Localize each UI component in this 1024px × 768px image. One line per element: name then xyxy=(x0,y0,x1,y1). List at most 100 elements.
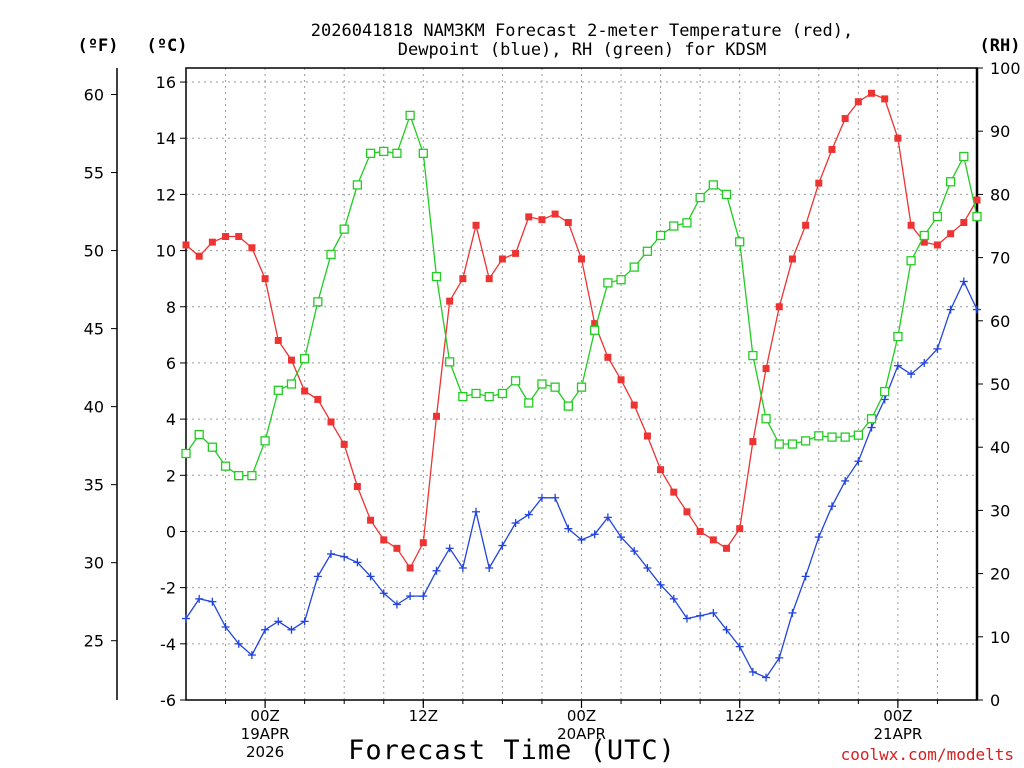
temperature-point xyxy=(709,536,717,544)
rh-point xyxy=(616,275,626,285)
rh-point xyxy=(181,448,191,459)
dewpoint-point xyxy=(182,614,190,623)
dewpoint-point xyxy=(234,639,243,648)
temperature-point xyxy=(380,536,388,544)
dewpoint-point xyxy=(814,533,823,542)
temperature-point xyxy=(736,525,744,533)
rh-point xyxy=(471,388,481,399)
temperature-point xyxy=(419,539,427,547)
temperature-point xyxy=(195,252,203,260)
dewpoint-point xyxy=(353,558,362,567)
rh-point xyxy=(800,436,811,446)
rh-tick-label: 70 xyxy=(990,249,1010,268)
rh-point xyxy=(748,350,758,361)
dewpoint-point xyxy=(617,533,626,542)
temperature-point xyxy=(274,336,282,344)
temperature-point xyxy=(683,508,691,516)
rh-point xyxy=(194,429,204,440)
dewpoint-point xyxy=(524,510,533,519)
rh-point xyxy=(774,439,784,449)
dewpoint-point xyxy=(722,625,731,634)
temperature-point xyxy=(485,275,493,283)
rh-point xyxy=(550,382,560,392)
temperature-point xyxy=(920,238,928,246)
celsius-tick-label: 16 xyxy=(156,73,176,92)
fahrenheit-unit-label: (ºF) xyxy=(78,36,119,56)
temperature-point xyxy=(578,255,585,263)
dewpoint-point xyxy=(748,667,757,676)
rh-point xyxy=(814,431,824,441)
temperature-point xyxy=(353,483,361,491)
rh-point xyxy=(655,230,666,241)
rh-point xyxy=(445,357,455,367)
dewpoint-point xyxy=(287,625,296,634)
dewpoint-point xyxy=(472,507,481,516)
temperature-point xyxy=(960,218,968,226)
dewpoint-point xyxy=(788,608,797,617)
celsius-tick-label: 12 xyxy=(156,185,176,204)
credit-text: coolwx.com/modelts xyxy=(841,745,1014,764)
dewpoint-point xyxy=(432,566,441,575)
rh-point xyxy=(893,331,903,342)
rh-tick-label: 10 xyxy=(990,628,1010,647)
dewpoint-point xyxy=(577,535,586,544)
rh-tick-label: 90 xyxy=(990,122,1010,141)
fahrenheit-tick-label: 40 xyxy=(84,398,104,417)
x-tick-label: 00Z xyxy=(567,707,596,725)
dewpoint-point xyxy=(300,617,309,626)
chart-title-line-1: 2026041818 NAM3KM Forecast 2-meter Tempe… xyxy=(311,21,853,41)
rh-point xyxy=(972,211,982,222)
x-tick-label: 12Z xyxy=(409,707,438,725)
temperature-point xyxy=(933,241,941,249)
rh-point xyxy=(431,271,442,282)
labels-layer: 2026041818 NAM3KM Forecast 2-meter Tempe… xyxy=(78,21,1021,766)
rh-unit-label: (RH) xyxy=(980,36,1021,56)
celsius-tick-label: -6 xyxy=(160,691,176,710)
temperature-point xyxy=(498,255,506,263)
temperature-point xyxy=(907,221,915,229)
series-line xyxy=(185,113,978,477)
series-layer xyxy=(181,89,982,682)
rh-point xyxy=(919,230,929,241)
dewpoint-point xyxy=(801,572,810,581)
dewpoint-point xyxy=(854,457,863,466)
dewpoint-point xyxy=(643,563,652,572)
dewpoint-point xyxy=(893,361,902,370)
temperature-point xyxy=(749,438,757,446)
temperature-point xyxy=(723,544,731,552)
rh-point xyxy=(761,414,771,424)
dewpoint-point xyxy=(696,611,705,620)
temperature-point xyxy=(314,395,322,403)
dewpoint-point xyxy=(511,519,520,528)
dewpoint-point xyxy=(274,617,283,626)
rh-point xyxy=(484,391,494,402)
temperature-point xyxy=(472,221,480,229)
dewpoint-point xyxy=(366,572,375,581)
rh-point xyxy=(418,148,428,158)
dewpoint-point xyxy=(564,524,573,533)
rh-point xyxy=(932,211,943,222)
rh-tick-label: 0 xyxy=(990,691,1000,710)
rh-point xyxy=(405,110,415,121)
rh-point xyxy=(959,151,969,162)
rh-point xyxy=(234,470,244,481)
temperature-point xyxy=(696,527,704,535)
rh-point xyxy=(642,246,653,256)
temperature-point xyxy=(446,297,454,305)
celsius-tick-label: 2 xyxy=(166,466,176,485)
rh-point xyxy=(510,376,521,386)
dewpoint-point xyxy=(841,476,850,485)
dewpoint-point xyxy=(762,673,771,682)
dewpoint-point xyxy=(195,594,204,603)
rh-point xyxy=(669,221,679,231)
rh-point xyxy=(313,297,323,307)
temperature-point xyxy=(854,98,862,106)
rh-point xyxy=(906,256,916,266)
rh-tick-label: 40 xyxy=(990,438,1010,457)
temperature-point xyxy=(802,221,810,229)
temperature-point xyxy=(617,376,625,384)
temperature-point xyxy=(261,275,269,283)
temperature-point xyxy=(815,179,823,187)
rh-point xyxy=(945,177,956,187)
rh-point xyxy=(379,146,389,157)
